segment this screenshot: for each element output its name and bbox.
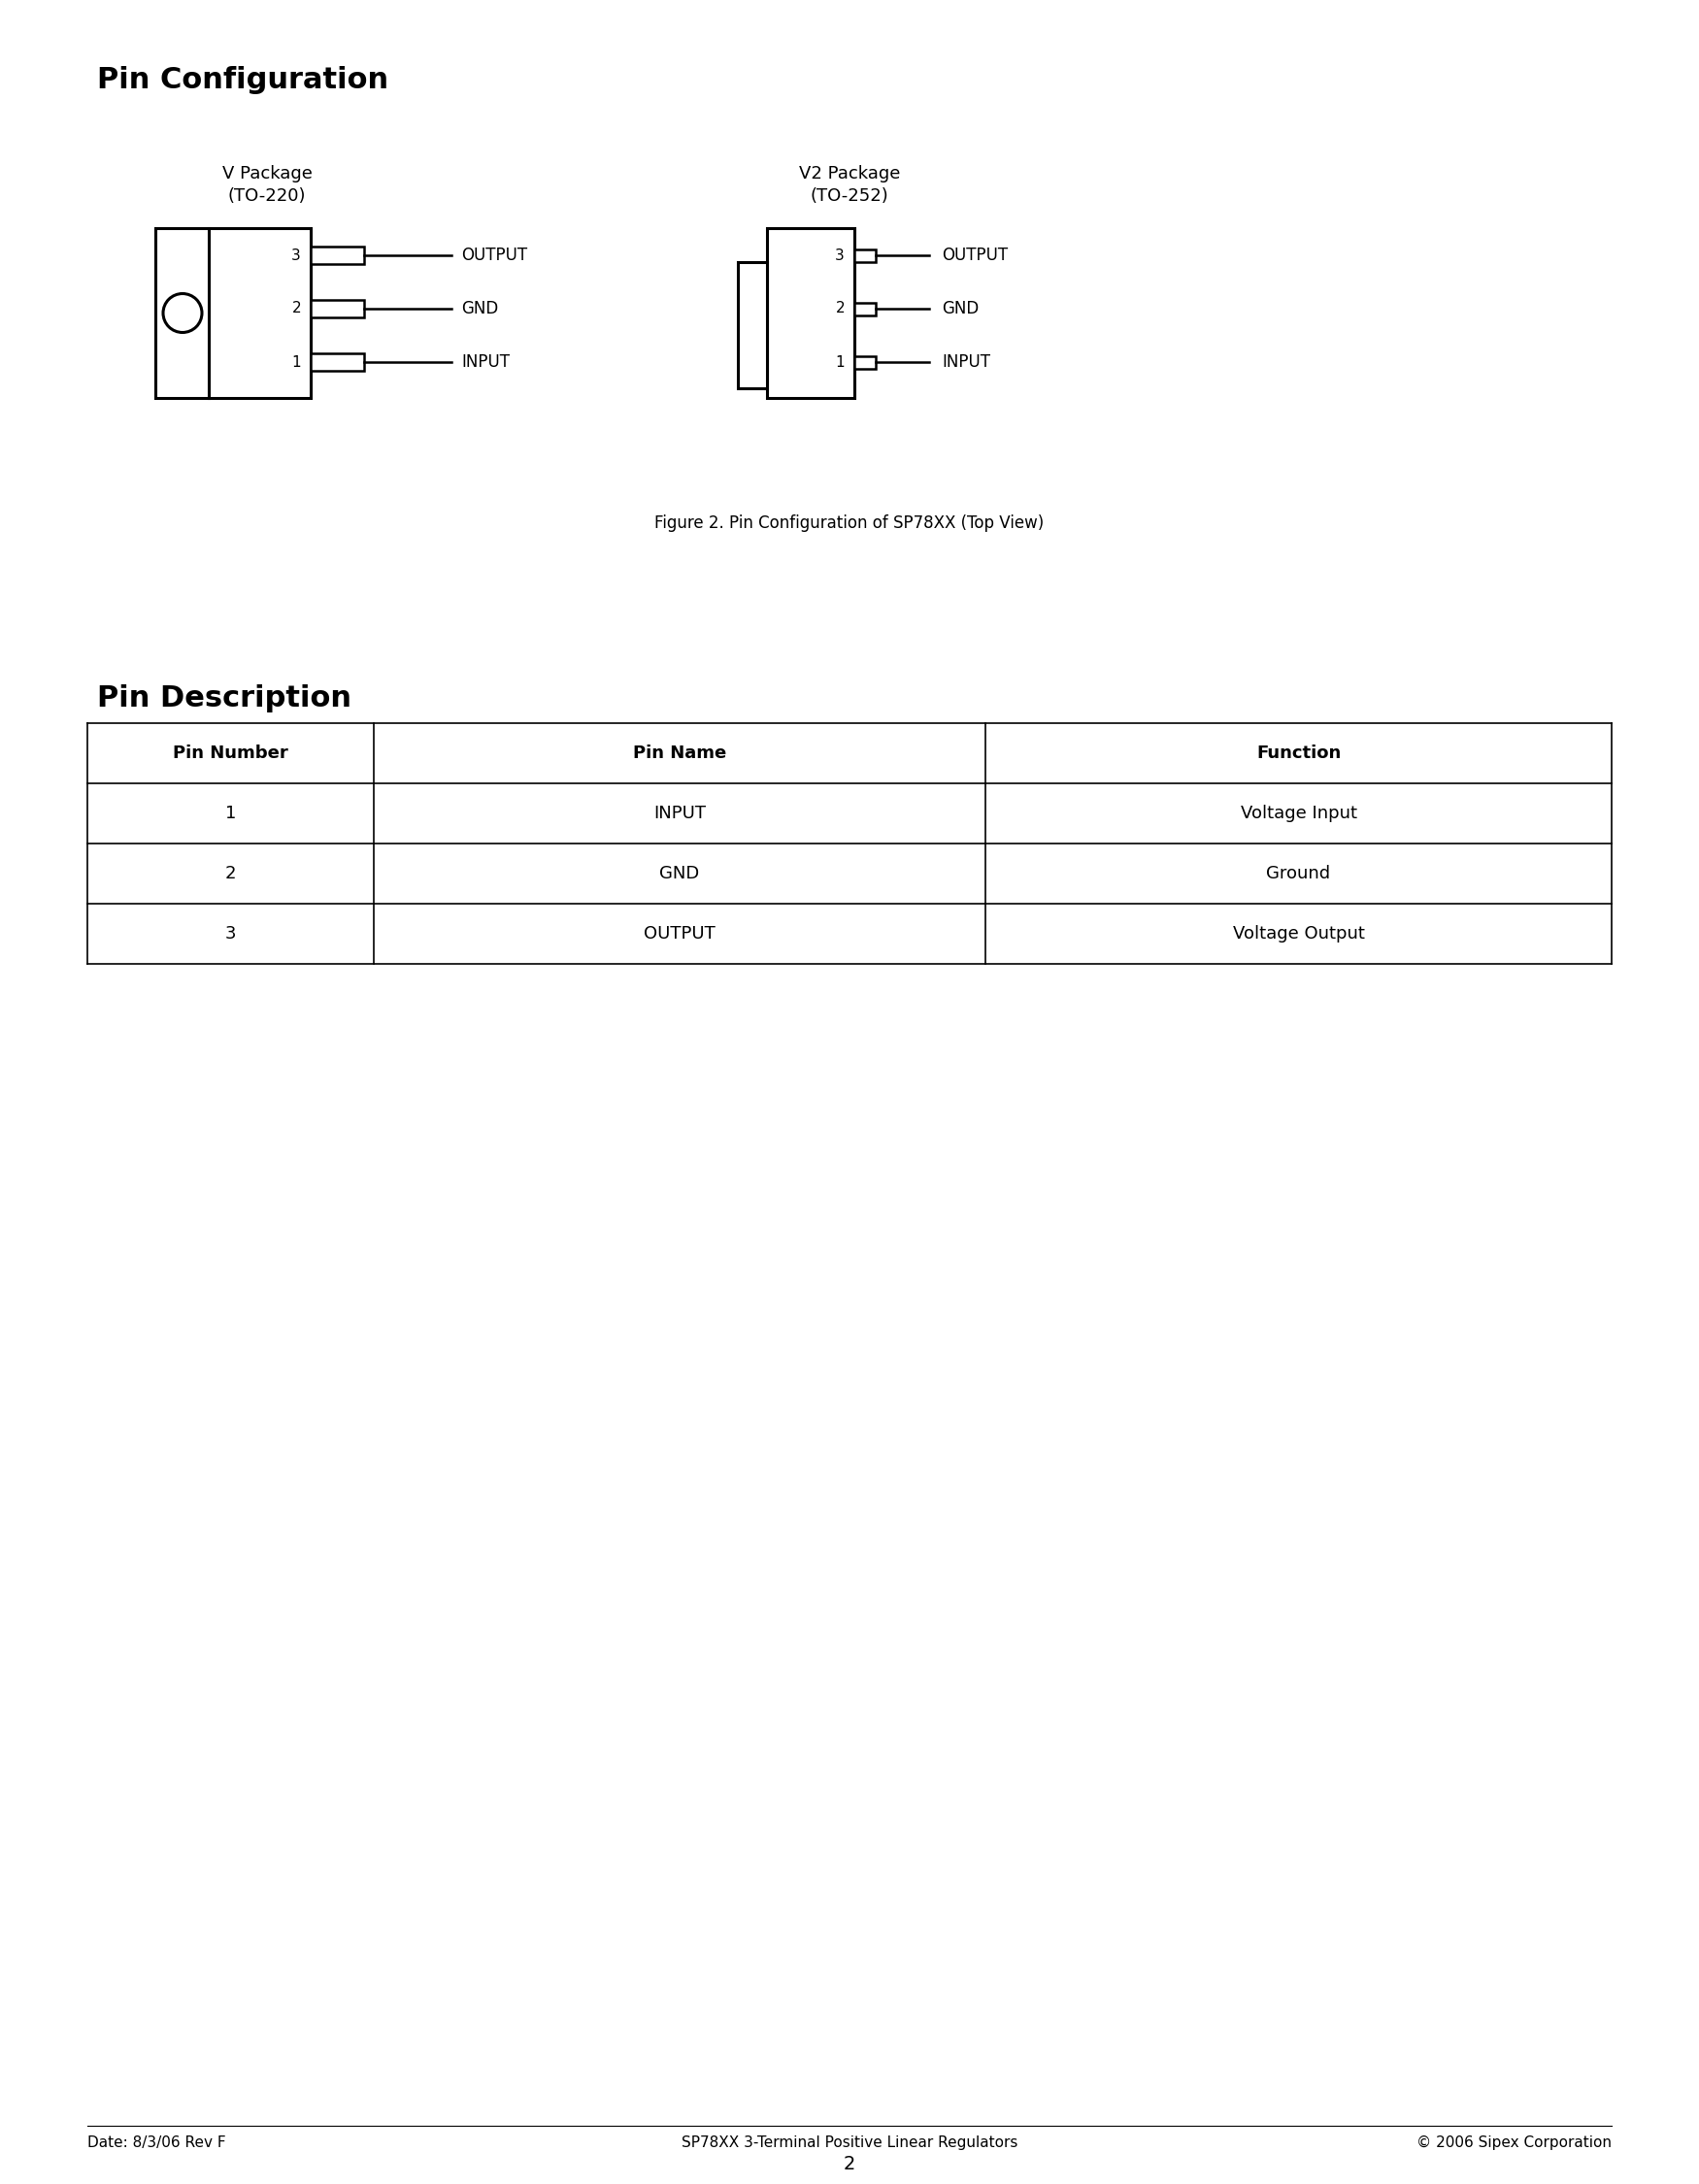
Bar	[766, 227, 855, 397]
Text: V Package: V Package	[223, 166, 313, 183]
Text: 1: 1	[836, 354, 844, 369]
Text: OUTPUT: OUTPUT	[644, 926, 715, 943]
Text: © 2006 Sipex Corporation: © 2006 Sipex Corporation	[1417, 2136, 1612, 2149]
Bar	[155, 227, 311, 397]
Bar	[737, 262, 766, 389]
Text: 2: 2	[843, 2156, 856, 2173]
Text: (TO-252): (TO-252)	[810, 188, 889, 205]
Text: INPUT: INPUT	[941, 354, 991, 371]
Text: Pin Name: Pin Name	[634, 745, 727, 762]
Text: 2: 2	[224, 865, 236, 882]
Bar	[855, 249, 875, 262]
Text: 2: 2	[292, 301, 301, 317]
Bar	[311, 247, 364, 264]
Text: GND: GND	[460, 299, 498, 317]
Text: Pin Description: Pin Description	[97, 684, 352, 712]
Text: 3: 3	[836, 249, 844, 262]
Bar	[855, 304, 875, 314]
Text: Voltage Output: Voltage Output	[1232, 926, 1364, 943]
Text: SP78XX 3-Terminal Positive Linear Regulators: SP78XX 3-Terminal Positive Linear Regula…	[681, 2136, 1018, 2149]
Text: 3: 3	[292, 249, 301, 262]
Text: V2 Package: V2 Package	[799, 166, 900, 183]
Text: Pin Configuration: Pin Configuration	[97, 66, 389, 94]
Text: INPUT: INPUT	[654, 804, 705, 821]
Text: OUTPUT: OUTPUT	[941, 247, 1008, 264]
Circle shape	[163, 293, 202, 332]
Text: GND: GND	[941, 299, 979, 317]
Bar	[311, 299, 364, 317]
Text: 1: 1	[224, 804, 236, 821]
Text: 3: 3	[224, 926, 236, 943]
Text: Figure 2. Pin Configuration of SP78XX (Top View): Figure 2. Pin Configuration of SP78XX (T…	[654, 515, 1045, 533]
Text: Pin Number: Pin Number	[173, 745, 289, 762]
Text: Ground: Ground	[1266, 865, 1330, 882]
Text: OUTPUT: OUTPUT	[460, 247, 527, 264]
Text: Date: 8/3/06 Rev F: Date: 8/3/06 Rev F	[87, 2136, 226, 2149]
Text: INPUT: INPUT	[460, 354, 510, 371]
Text: 2: 2	[836, 301, 844, 317]
Bar	[311, 354, 364, 371]
Text: GND: GND	[659, 865, 700, 882]
Bar	[855, 356, 875, 369]
Text: 1: 1	[292, 354, 301, 369]
Text: Voltage Input: Voltage Input	[1240, 804, 1358, 821]
Text: (TO-220): (TO-220)	[228, 188, 306, 205]
Text: Function: Function	[1256, 745, 1341, 762]
